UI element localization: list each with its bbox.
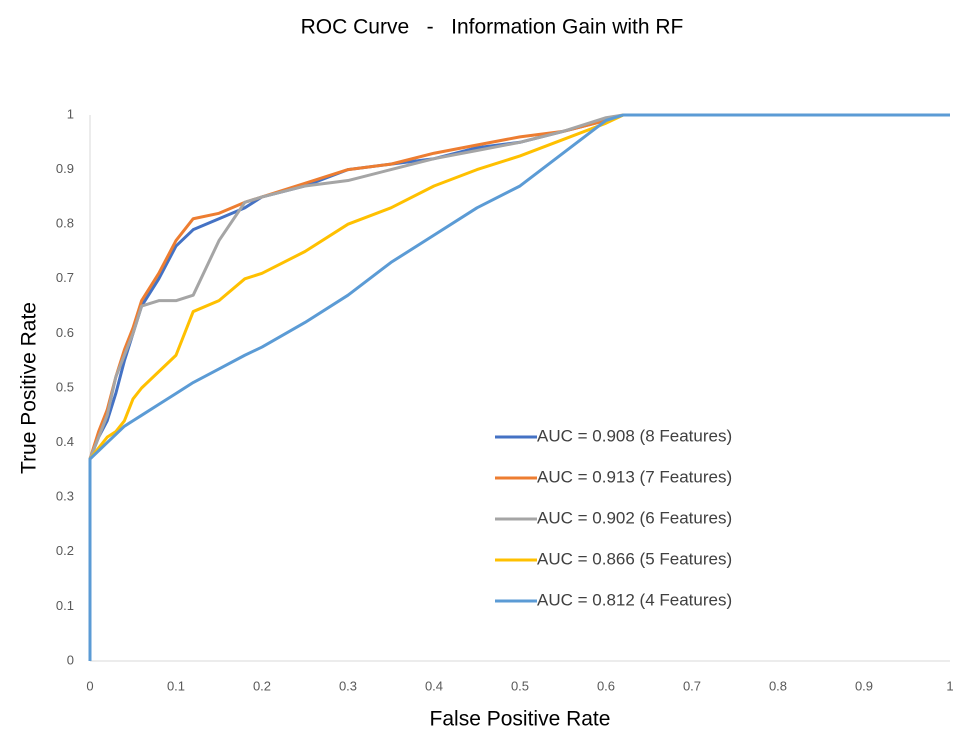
x-tick-label: 0.5: [511, 678, 529, 693]
y-tick-label: 0.4: [56, 434, 74, 449]
x-tick-label: 0.8: [769, 678, 787, 693]
y-axis-title: True Positive Rate: [18, 302, 41, 474]
series-line: [88, 113, 950, 661]
x-tick-label: 0.6: [597, 678, 615, 693]
x-tick-label: 0.2: [253, 678, 271, 693]
legend-label: AUC = 0.913 (7 Features): [537, 467, 732, 486]
legend-label: AUC = 0.866 (5 Features): [537, 549, 732, 568]
y-tick-label: 0.1: [56, 598, 74, 613]
x-tick-label: 0.4: [425, 678, 443, 693]
series-line: [88, 113, 950, 661]
legend-label: AUC = 0.812 (4 Features): [537, 590, 732, 609]
y-tick-label: 0.5: [56, 379, 74, 394]
x-tick-label: 0.7: [683, 678, 701, 693]
series-line: [88, 113, 950, 661]
series-line: [88, 113, 950, 661]
y-tick-label: 0.7: [56, 270, 74, 285]
y-tick-label: 1: [67, 106, 74, 121]
y-tick-label: 0.8: [56, 216, 74, 231]
x-tick-label: 0.3: [339, 678, 357, 693]
y-tick-label: 0.2: [56, 543, 74, 558]
x-tick-label: 1: [946, 678, 953, 693]
legend-label: AUC = 0.902 (6 Features): [537, 508, 732, 527]
y-tick-label: 0.3: [56, 489, 74, 504]
y-tick-label: 0.6: [56, 325, 74, 340]
x-tick-label: 0.1: [167, 678, 185, 693]
chart-title: ROC Curve - Information Gain with RF: [301, 16, 684, 39]
legend-label: AUC = 0.908 (8 Features): [537, 426, 732, 445]
y-tick-label: 0.9: [56, 161, 74, 176]
x-tick-label: 0.9: [855, 678, 873, 693]
y-tick-label: 0: [67, 652, 74, 667]
x-tick-label: 0: [86, 678, 93, 693]
series-line: [88, 113, 950, 661]
x-axis-title: False Positive Rate: [430, 708, 611, 731]
